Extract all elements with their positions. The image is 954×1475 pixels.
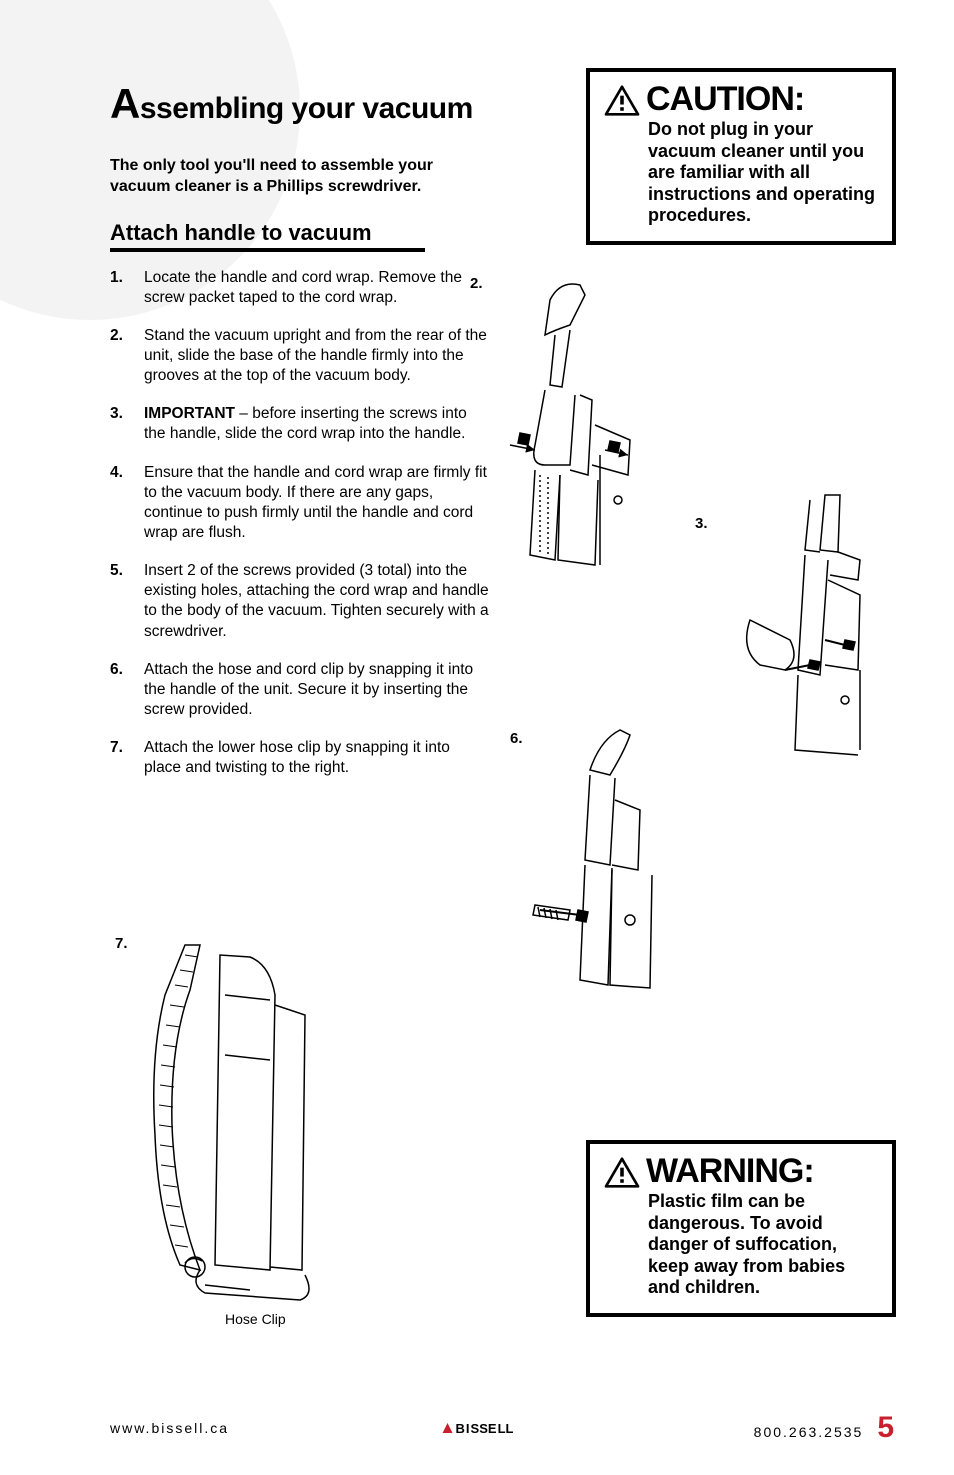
step-text: Insert 2 of the screws provided (3 total… (144, 561, 490, 642)
bissell-logo: BISSELL (441, 1421, 514, 1436)
step-num: 3. (110, 404, 144, 444)
step-4: 4. Ensure that the handle and cord wrap … (110, 463, 490, 544)
step-num: 6. (110, 660, 144, 720)
step-num: 4. (110, 463, 144, 544)
step-7: 7. Attach the lower hose clip by snappin… (110, 738, 490, 778)
step-3: 3. IMPORTANT – before inserting the scre… (110, 404, 490, 444)
step-text: Ensure that the handle and cord wrap are… (144, 463, 490, 544)
title-rest: ssembling your vacuum (140, 92, 473, 125)
footer-url: www.bissell.ca (110, 1420, 229, 1436)
steps-list: 1. Locate the handle and cord wrap. Remo… (110, 268, 490, 779)
warning-title: WARNING: (646, 1154, 814, 1188)
step-text: Locate the handle and cord wrap. Remove … (144, 268, 490, 308)
diagram-caption: Hose Clip (225, 1311, 286, 1327)
step-num: 5. (110, 561, 144, 642)
step-text: Attach the hose and cord clip by snappin… (144, 660, 490, 720)
step-text: Attach the lower hose clip by snapping i… (144, 738, 490, 778)
page-number: 5 (877, 1411, 894, 1445)
step-5: 5. Insert 2 of the screws provided (3 to… (110, 561, 490, 642)
page-content: Assembling your vacuum The only tool you… (0, 0, 954, 836)
lower-hose-clip-illustration (130, 935, 350, 1305)
intro-text: The only tool you'll need to assemble yo… (110, 156, 470, 198)
step-num: 1. (110, 268, 144, 308)
step-num: 2. (110, 326, 144, 386)
warning-triangle-icon (604, 1157, 640, 1189)
warning-body: Plastic film can be dangerous. To avoid … (604, 1191, 878, 1299)
heading-rule (110, 248, 425, 252)
page-footer: www.bissell.ca BISSELL 800.263.2535 5 (0, 1411, 954, 1445)
step-6: 6. Attach the hose and cord clip by snap… (110, 660, 490, 720)
page-title: Assembling your vacuum (110, 80, 894, 128)
diagram-label: 7. (115, 935, 128, 952)
step-text: Stand the vacuum upright and from the re… (144, 326, 490, 386)
section-subheading: Attach handle to vacuum (110, 220, 894, 246)
title-dropcap: A (110, 80, 140, 127)
warning-title-row: WARNING: (604, 1154, 878, 1189)
step-2: 2. Stand the vacuum upright and from the… (110, 326, 490, 386)
footer-phone: 800.263.2535 (754, 1424, 864, 1440)
step-1: 1. Locate the handle and cord wrap. Remo… (110, 268, 490, 308)
diagram-7: 7. (130, 935, 350, 1305)
footer-right: 800.263.2535 5 (754, 1411, 894, 1445)
warning-box: WARNING: Plastic film can be dangerous. … (586, 1140, 896, 1317)
logo-triangle-icon (441, 1421, 455, 1435)
step-num: 7. (110, 738, 144, 778)
step-text: IMPORTANT – before inserting the screws … (144, 404, 490, 444)
